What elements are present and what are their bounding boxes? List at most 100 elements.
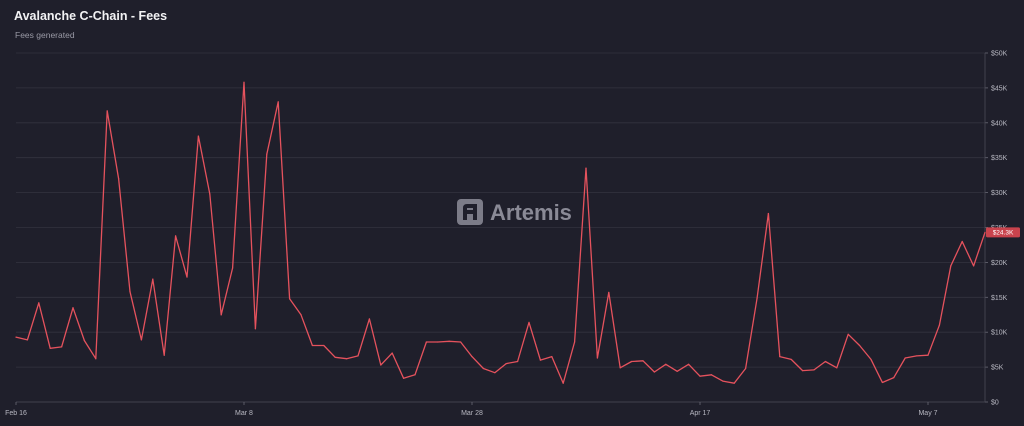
y-tick-label: $40K xyxy=(991,120,1008,127)
data-point xyxy=(403,377,405,379)
x-tick-label: Mar 8 xyxy=(235,410,253,417)
data-point xyxy=(175,235,177,237)
chart-title: Avalanche C-Chain - Fees xyxy=(14,9,168,23)
x-tick-label: Mar 28 xyxy=(461,410,483,417)
data-point xyxy=(619,367,621,369)
data-point xyxy=(414,374,416,376)
data-point xyxy=(813,369,815,371)
y-tick-label: $30K xyxy=(991,190,1008,197)
data-point xyxy=(904,357,906,359)
data-point xyxy=(437,341,439,343)
data-point xyxy=(289,298,291,300)
data-point xyxy=(163,354,165,356)
y-tick-label: $10K xyxy=(991,330,1008,337)
data-point xyxy=(961,240,963,243)
data-point xyxy=(140,339,142,341)
data-point xyxy=(665,363,667,365)
data-point xyxy=(779,356,781,358)
data-point xyxy=(574,341,576,343)
y-tick-label: $35K xyxy=(991,155,1008,162)
data-point xyxy=(847,333,849,335)
data-point xyxy=(539,359,542,361)
x-tick-label: May 7 xyxy=(918,410,937,417)
data-point xyxy=(334,356,336,358)
data-point xyxy=(733,382,735,384)
data-point xyxy=(528,321,530,324)
artemis-logo-mark-icon xyxy=(463,204,477,220)
y-tick-label: $50K xyxy=(991,51,1008,58)
data-point xyxy=(927,354,929,356)
data-point xyxy=(15,336,17,338)
data-point xyxy=(745,367,747,370)
data-point xyxy=(254,328,256,330)
data-point xyxy=(688,363,690,365)
data-point xyxy=(824,360,827,363)
data-point xyxy=(551,356,553,358)
data-point xyxy=(72,307,74,309)
last-value-badge xyxy=(986,227,1020,238)
data-point xyxy=(357,355,359,357)
data-point xyxy=(368,318,370,320)
data-point xyxy=(460,341,462,343)
data-point xyxy=(152,278,154,280)
data-point xyxy=(425,341,427,343)
data-point xyxy=(722,380,724,382)
data-point xyxy=(391,352,393,354)
data-point xyxy=(950,265,952,267)
data-point xyxy=(642,360,644,362)
data-point xyxy=(562,382,564,384)
data-point xyxy=(323,344,325,347)
series-line xyxy=(15,81,986,384)
data-point xyxy=(209,193,211,195)
data-point xyxy=(49,347,51,349)
data-point xyxy=(859,344,861,347)
data-point xyxy=(311,344,313,347)
data-point xyxy=(984,231,986,233)
data-point xyxy=(197,135,199,137)
data-point xyxy=(756,298,758,300)
y-tick-label: $5K xyxy=(991,365,1004,372)
chart-subtitle: Fees generated xyxy=(15,30,75,40)
data-point xyxy=(129,291,131,293)
data-point xyxy=(870,358,872,361)
data-point xyxy=(83,339,85,342)
data-point xyxy=(790,358,792,361)
data-point xyxy=(220,314,222,316)
data-point xyxy=(585,167,587,169)
y-tick-label: $20K xyxy=(991,260,1008,267)
data-point xyxy=(482,367,484,370)
data-point xyxy=(676,370,678,372)
x-tick-label: Apr 17 xyxy=(690,410,711,417)
y-tick-label: $15K xyxy=(991,295,1008,302)
data-point xyxy=(61,346,63,348)
y-tick-label: $0 xyxy=(991,400,999,407)
data-point xyxy=(300,314,302,316)
data-point xyxy=(802,369,804,372)
data-point xyxy=(710,374,713,376)
data-point xyxy=(631,360,633,363)
data-point xyxy=(881,381,884,384)
data-point xyxy=(608,291,610,294)
data-point xyxy=(26,339,28,341)
data-point xyxy=(448,340,450,342)
data-point xyxy=(118,178,120,180)
data-point xyxy=(596,357,599,359)
watermark-text: Artemis xyxy=(490,200,572,225)
data-point xyxy=(106,110,108,112)
data-point xyxy=(505,363,507,365)
data-point xyxy=(767,212,770,215)
data-point xyxy=(277,101,279,103)
data-point xyxy=(95,358,97,360)
x-tick-label: Feb 16 xyxy=(5,410,27,417)
data-point xyxy=(186,276,188,278)
data-point xyxy=(346,358,348,360)
data-point xyxy=(471,356,473,358)
data-point xyxy=(836,367,838,369)
last-value-label: $24.3K xyxy=(993,230,1014,237)
data-point xyxy=(517,360,519,363)
data-point xyxy=(243,81,245,83)
data-point xyxy=(232,267,234,269)
data-point xyxy=(916,355,918,357)
data-point xyxy=(653,371,656,373)
